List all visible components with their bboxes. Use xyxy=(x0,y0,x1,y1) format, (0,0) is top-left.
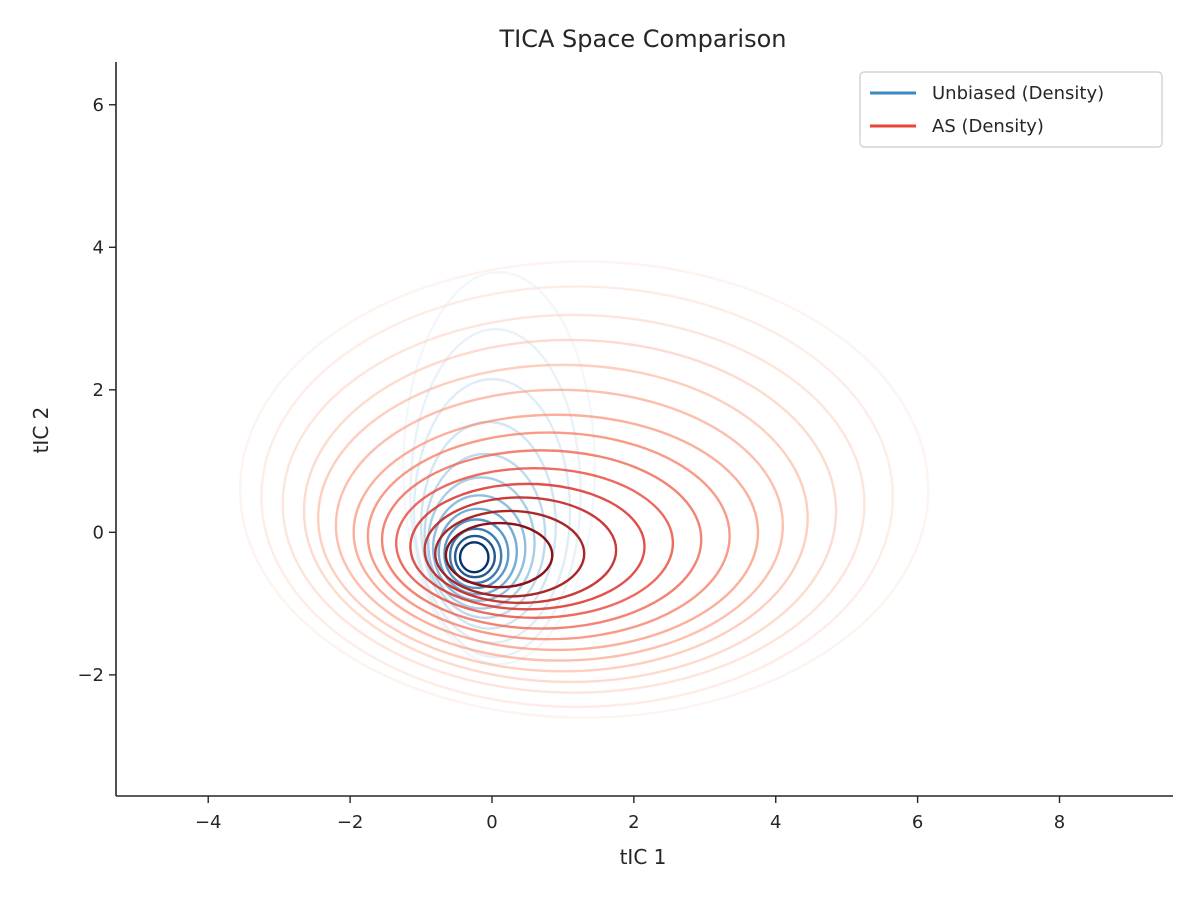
contour-level xyxy=(443,518,510,590)
contour-level xyxy=(352,413,760,652)
series-unbiased-density xyxy=(402,271,597,666)
contour-level xyxy=(409,328,582,659)
y-tick-label: 4 xyxy=(93,237,104,258)
contour-level xyxy=(402,271,597,666)
contour-level xyxy=(302,338,838,684)
x-tick-label: 8 xyxy=(1054,812,1065,833)
contour-level xyxy=(434,509,586,598)
x-axis-title: tIC 1 xyxy=(620,845,667,869)
contour-layer xyxy=(238,260,930,719)
x-tick-label: −2 xyxy=(337,812,364,833)
x-tick-label: −4 xyxy=(195,812,222,833)
chart-title: TICA Space Comparison xyxy=(498,25,786,53)
legend: Unbiased (Density) AS (Density) xyxy=(859,71,1163,148)
contour-level xyxy=(423,452,547,620)
contour-level xyxy=(380,449,703,630)
x-tick-label: 2 xyxy=(628,812,639,833)
contour-level xyxy=(260,285,894,709)
x-tick-label: 0 xyxy=(486,812,497,833)
y-axis-title: tIC 2 xyxy=(29,407,53,454)
y-tick-label: 2 xyxy=(93,380,104,401)
y-axis-ticks: −2 0 2 4 6 xyxy=(77,95,116,686)
x-axis-ticks: −4 −2 0 2 4 6 8 xyxy=(195,796,1065,833)
x-tick-label: 4 xyxy=(770,812,781,833)
contour-level xyxy=(437,507,519,596)
legend-label-unbiased: Unbiased (Density) xyxy=(932,83,1104,104)
y-tick-label: 6 xyxy=(93,95,104,116)
contour-level xyxy=(334,388,785,662)
y-tick-label: 0 xyxy=(93,522,104,543)
contour-level xyxy=(238,260,930,719)
y-tick-label: −2 xyxy=(77,665,104,686)
contour-level xyxy=(281,313,866,694)
contour-level xyxy=(444,521,554,589)
x-tick-label: 6 xyxy=(912,812,923,833)
contour-level xyxy=(395,466,675,620)
contour-level xyxy=(366,431,731,641)
contour-level xyxy=(453,534,497,579)
contour-level xyxy=(409,482,646,611)
legend-frame xyxy=(859,71,1163,148)
contour-level xyxy=(316,363,809,673)
legend-label-as: AS (Density) xyxy=(932,116,1044,137)
series-as-density xyxy=(238,260,930,719)
contour-level xyxy=(458,541,490,574)
contour-level xyxy=(426,476,536,610)
contour-level xyxy=(423,496,618,605)
contour-level xyxy=(431,494,527,602)
